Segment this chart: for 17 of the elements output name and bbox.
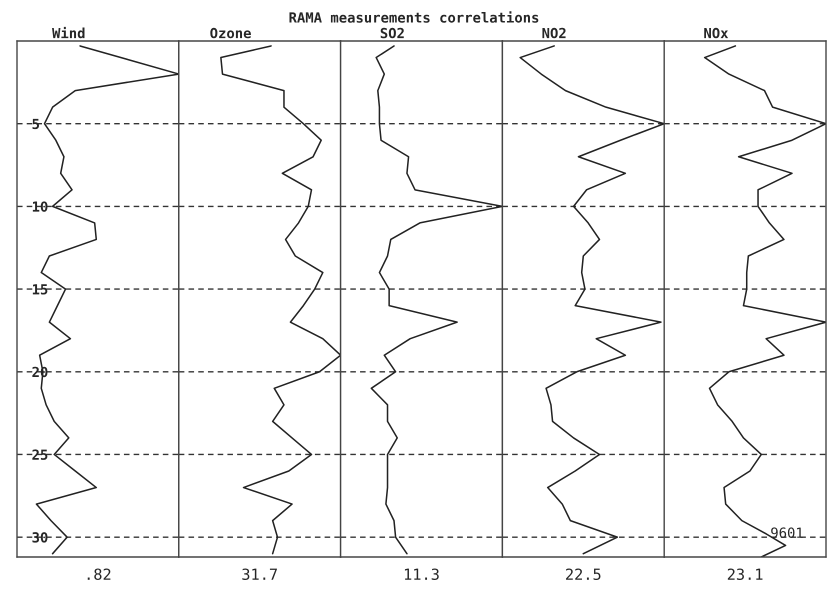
- text: RAMA measurements correlations: [289, 11, 538, 23]
- chart-title: SO2: [380, 28, 404, 38]
- x-axis-title: 31.7: [242, 568, 277, 580]
- annotation: 9601: [771, 527, 803, 538]
- x-axis-title: 23.1: [728, 568, 762, 580]
- x-axis-title: 11.3: [404, 568, 439, 580]
- y-tick-label: 15: [32, 284, 48, 295]
- y-tick-label: 25: [32, 449, 48, 460]
- chart-title: Ozone: [210, 28, 251, 38]
- x-axis-title: 22.5: [566, 568, 600, 580]
- y-tick-label: 10: [32, 201, 48, 212]
- chart-title: NOx: [704, 28, 728, 38]
- chart-title: NO2: [542, 28, 566, 38]
- y-tick-label: 30: [32, 532, 48, 543]
- x-axis-title: .82: [88, 568, 110, 580]
- y-tick-label: 5: [32, 118, 40, 130]
- chart-title: Wind: [52, 26, 84, 38]
